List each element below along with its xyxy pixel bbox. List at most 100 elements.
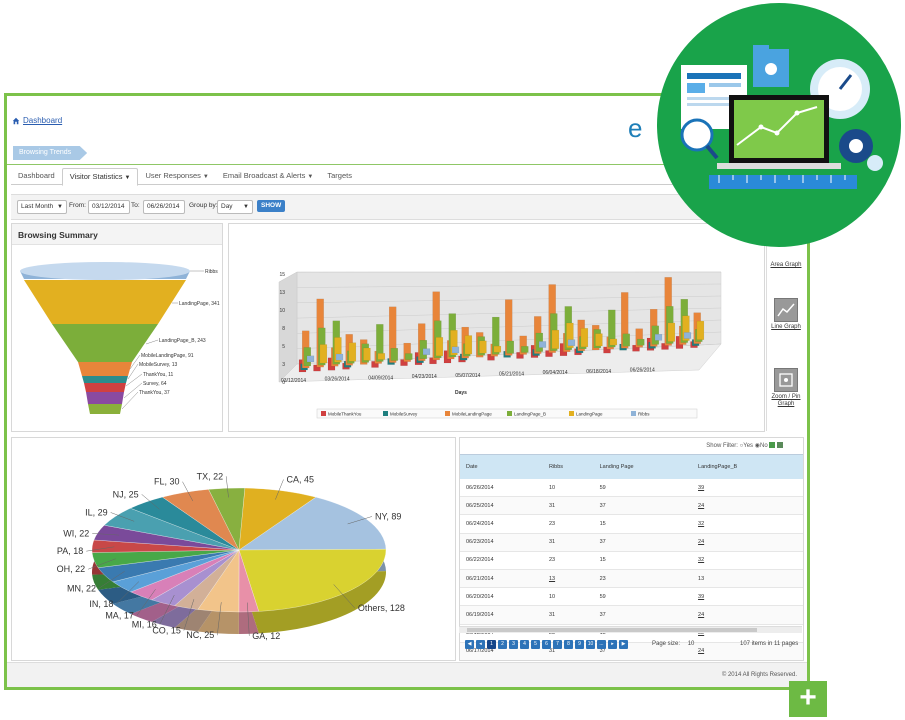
page-number-button[interactable]: 10 bbox=[586, 640, 595, 649]
table-horizontal-scrollbar[interactable] bbox=[459, 626, 802, 633]
table-cell: 37 bbox=[593, 605, 693, 625]
page-number-button[interactable]: 4 bbox=[520, 640, 529, 649]
legend-label[interactable]: LandingPage_B bbox=[514, 412, 546, 417]
tab-dashboard[interactable]: Dashboard bbox=[18, 171, 55, 180]
funnel-label: LandingPage_B, 243 bbox=[159, 338, 206, 344]
pie-slice-label: WI, 22 bbox=[63, 528, 89, 538]
table-cell[interactable]: 32 bbox=[692, 514, 803, 534]
pie-slice[interactable] bbox=[238, 549, 387, 612]
page-number-button[interactable]: 8 bbox=[564, 640, 573, 649]
tab-targets[interactable]: Targets bbox=[327, 171, 352, 180]
pie-leader-line bbox=[183, 599, 195, 631]
legend-swatch bbox=[569, 411, 574, 416]
from-date-input[interactable]: 03/12/2014 bbox=[88, 200, 130, 214]
table-cell[interactable]: 39 bbox=[692, 479, 803, 498]
pie-slice-label: OH, 22 bbox=[57, 564, 86, 574]
page-number-button[interactable]: 7 bbox=[553, 640, 562, 649]
x-tick-label: 03/12/2014 bbox=[281, 378, 306, 384]
table-cell[interactable]: 24 bbox=[692, 496, 803, 516]
page-number-button[interactable]: 6 bbox=[542, 640, 551, 649]
tab-visitor-statistics[interactable]: Visitor Statistics ▼ bbox=[61, 168, 139, 186]
prev-page-button[interactable]: ◂ bbox=[476, 640, 485, 649]
column-header-date[interactable]: Date bbox=[460, 454, 543, 479]
section-tag: Browsing Trends bbox=[13, 146, 88, 160]
funnel-label: ThankYou, 11 bbox=[143, 372, 174, 378]
area-graph-button[interactable]: Area Graph bbox=[770, 262, 802, 268]
trend-bar bbox=[506, 340, 514, 354]
table-cell: 37 bbox=[593, 642, 693, 660]
line-graph-button[interactable]: Line Graph bbox=[770, 298, 802, 331]
tab-user-responses[interactable]: User Responses ▼ bbox=[145, 171, 209, 180]
table-row[interactable]: 06/23/2014 31 37 24 bbox=[460, 533, 803, 552]
first-page-button[interactable]: ◀ bbox=[465, 640, 474, 649]
funnel-segment-mobilesurvey bbox=[82, 376, 128, 383]
x-tick-label: 03/26/2014 bbox=[325, 377, 350, 383]
add-button[interactable]: + bbox=[789, 681, 827, 717]
page-number-button[interactable]: 2 bbox=[498, 640, 507, 649]
pie-slice-label: IL, 29 bbox=[85, 507, 108, 517]
range-select[interactable]: Last Month ▼ bbox=[17, 200, 67, 214]
table-row[interactable]: 06/25/2014 31 37 24 bbox=[460, 496, 803, 516]
legend-label[interactable]: MobileSurvey bbox=[390, 412, 418, 417]
table-row[interactable]: 06/24/2014 23 15 32 bbox=[460, 514, 803, 534]
table-row[interactable]: 06/19/2014 31 37 24 bbox=[460, 605, 803, 625]
table-cell: 37 bbox=[593, 533, 693, 552]
show-button[interactable]: SHOW bbox=[257, 200, 286, 212]
trend-bar bbox=[637, 338, 645, 346]
table-row[interactable]: 06/21/2014 13 23 13 bbox=[460, 569, 803, 589]
zoom-pin-graph-button[interactable]: Zoom / Pin Graph bbox=[770, 368, 802, 408]
column-header-landing-page[interactable]: Landing Page bbox=[593, 454, 693, 479]
refresh-icon[interactable] bbox=[777, 442, 783, 449]
table-cell[interactable]: 24 bbox=[692, 605, 803, 625]
next-page-button[interactable]: ▸ bbox=[608, 640, 617, 649]
table-row[interactable]: 06/26/2014 10 59 39 bbox=[460, 479, 803, 498]
scrollbar-thumb[interactable] bbox=[467, 628, 757, 632]
tab-email-broadcast[interactable]: Email Broadcast & Alerts ▼ bbox=[222, 171, 314, 180]
table-row[interactable]: 06/22/2014 23 15 32 bbox=[460, 551, 803, 570]
table-cell[interactable]: 24 bbox=[692, 533, 803, 552]
table-cell[interactable]: 39 bbox=[692, 587, 803, 607]
to-date-input[interactable]: 06/26/2014 bbox=[143, 200, 185, 214]
legend-label[interactable]: MobileThankYou bbox=[328, 412, 362, 417]
from-label: From: bbox=[69, 202, 86, 209]
page-number-button[interactable]: 3 bbox=[509, 640, 518, 649]
table-cell[interactable]: 13 bbox=[542, 569, 594, 589]
table-row[interactable]: 06/20/2014 10 59 39 bbox=[460, 587, 803, 607]
pie-leader-line bbox=[347, 516, 373, 525]
pie-slice[interactable] bbox=[238, 496, 387, 551]
column-header-ribbs[interactable]: Ribbs bbox=[542, 454, 594, 479]
filter-yes-radio[interactable]: ○ bbox=[739, 443, 744, 449]
caret-down-icon: ▼ bbox=[243, 204, 249, 210]
legend-label[interactable]: MobileLandingPage bbox=[452, 412, 492, 417]
pie-slice[interactable] bbox=[238, 487, 317, 551]
page-size-label: Page size: bbox=[652, 641, 681, 647]
y-gridline bbox=[296, 283, 722, 288]
pie-slice-label: TX, 22 bbox=[197, 471, 224, 481]
y-tick-label: 15 bbox=[279, 272, 285, 278]
legend-label[interactable]: Ribbs bbox=[638, 412, 650, 417]
legend-label[interactable]: LandingPage bbox=[576, 412, 603, 417]
last-page-button[interactable]: ▶ bbox=[619, 640, 628, 649]
page-number-button[interactable]: ... bbox=[597, 640, 606, 649]
trend-bar bbox=[390, 347, 399, 361]
trend-bar bbox=[608, 309, 616, 348]
breadcrumb-dashboard-link[interactable]: Dashboard bbox=[23, 116, 63, 125]
group-by-select[interactable]: Day ▼ bbox=[217, 200, 253, 214]
table-cell: 59 bbox=[593, 587, 693, 607]
table-cell: 15 bbox=[593, 551, 693, 570]
breadcrumb[interactable]: Dashboard bbox=[12, 116, 62, 125]
page-number-button[interactable]: 1 bbox=[487, 640, 496, 649]
filter-no-radio[interactable]: ◉ bbox=[754, 443, 760, 449]
table-cell[interactable]: 32 bbox=[692, 551, 803, 570]
pie-slice-label: PA, 18 bbox=[57, 546, 83, 556]
pie-slice-label: MN, 22 bbox=[67, 583, 96, 593]
trend-bar bbox=[388, 306, 397, 363]
page-size-value[interactable]: 10 bbox=[687, 641, 695, 647]
export-excel-icon[interactable] bbox=[769, 442, 776, 449]
page-number-button[interactable]: 5 bbox=[531, 640, 540, 649]
page-number-button[interactable]: 9 bbox=[575, 640, 584, 649]
table-cell[interactable]: 24 bbox=[692, 642, 803, 660]
x-tick-label: 04/09/2014 bbox=[368, 375, 393, 381]
funnel-top-ellipse bbox=[20, 262, 190, 280]
column-header-landingpage-b[interactable]: LandingPage_B bbox=[692, 454, 803, 479]
